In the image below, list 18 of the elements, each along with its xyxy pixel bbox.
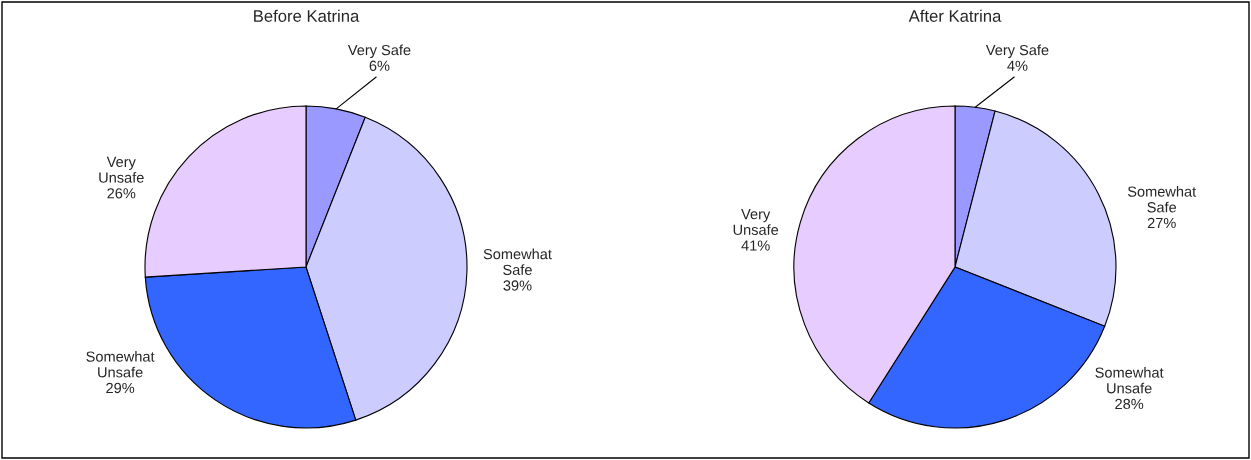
- data-label: 41%: [741, 240, 770, 251]
- chart-title: Before Katrina: [254, 9, 360, 22]
- slice-label: Somewhat Safe: [483, 248, 552, 275]
- slice-label: Somewhat Safe: [1127, 186, 1197, 213]
- data-label: 4%: [1007, 60, 1028, 71]
- slice-label: Very Unsafe: [99, 156, 144, 183]
- slice-label: Somewhat Unsafe: [86, 351, 155, 378]
- data-label: 26%: [107, 188, 136, 199]
- data-label: 6%: [369, 60, 390, 71]
- slice-label: Very Safe: [347, 44, 411, 59]
- slice-label: Somewhat Unsafe: [1095, 366, 1164, 394]
- slice-label: Very Safe: [985, 44, 1049, 59]
- data-label: 39%: [503, 280, 532, 291]
- data-label: 29%: [106, 382, 135, 394]
- data-label: 27%: [1147, 217, 1176, 229]
- chart-title: After Katrina: [908, 9, 1002, 22]
- slice-label: Very Unsafe: [733, 209, 779, 235]
- data-label: 28%: [1115, 398, 1144, 410]
